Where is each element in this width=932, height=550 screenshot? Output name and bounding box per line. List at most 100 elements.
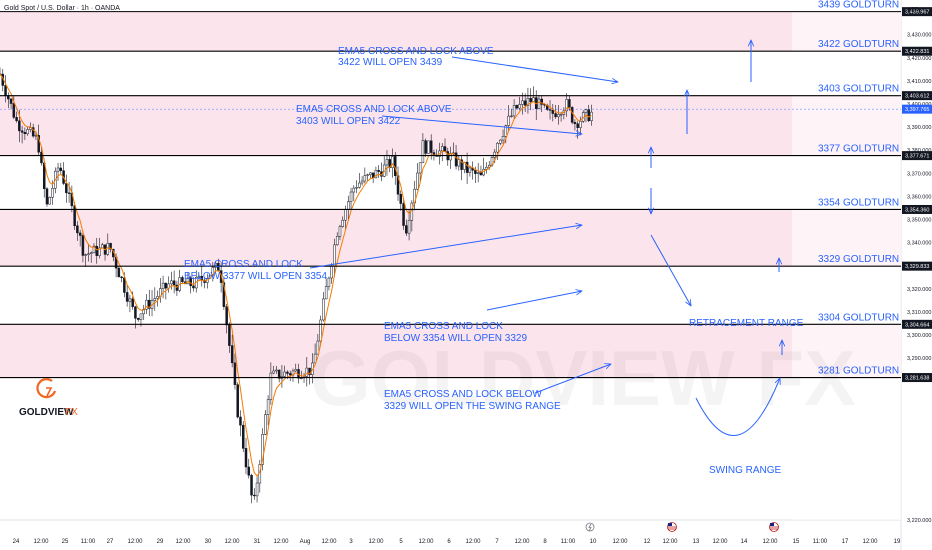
candle-body <box>554 113 557 118</box>
time-tick-label: 12:00 <box>175 539 191 545</box>
candles-layer <box>0 67 593 504</box>
candle-body <box>512 105 516 117</box>
candle-body <box>181 277 184 283</box>
time-tick-label: 25 <box>62 539 69 545</box>
candle-body <box>521 100 524 105</box>
candle-body <box>23 132 27 135</box>
candle-body <box>570 107 574 123</box>
candle-body <box>352 187 356 193</box>
candle-body <box>172 280 176 286</box>
candle-body <box>454 152 458 167</box>
candle-body <box>374 170 378 179</box>
candle-body <box>56 167 60 172</box>
future-area <box>792 0 901 520</box>
candle-body <box>81 235 85 256</box>
candle-body <box>416 172 419 190</box>
level-price-tag <box>902 261 932 271</box>
candle-body <box>319 319 322 342</box>
candle-body <box>407 220 411 234</box>
us-flag-icon[interactable] <box>769 522 779 532</box>
candle-body <box>250 475 253 496</box>
arrow-annotation-5 <box>534 364 611 394</box>
time-tick-label: 30 <box>205 539 212 545</box>
candle-body <box>565 99 568 112</box>
candle-body <box>316 340 320 355</box>
candle-body <box>164 282 168 289</box>
candle-body <box>333 244 336 267</box>
time-tick-label: 19 <box>894 539 901 545</box>
time-axis[interactable]: 24 12:00 25 11:00 27 12:00 29 12:00 30 12:00 31 12:… <box>13 539 901 545</box>
candle-body <box>156 296 159 299</box>
candle-body <box>89 252 93 254</box>
annotation-2-line-2: 3403 WILL OPEN 3422 <box>296 116 401 127</box>
level-price-tag-label: 3,439.967 <box>905 10 929 16</box>
annotation-4-line-1: EMA5 CROSS AND LOCK <box>384 321 503 332</box>
level-price-tag-label: 3,304.664 <box>905 322 929 328</box>
candle-body <box>338 226 342 237</box>
level-price-tag <box>902 46 932 56</box>
price-tick-label: 3,390.000 <box>907 125 931 131</box>
level-price-tag <box>902 204 932 214</box>
time-tick-label: 12:00 <box>662 539 678 545</box>
annotation-texts: EMA5 CROSS AND LOCK ABOVE 3422 WILL OPEN… <box>184 46 804 476</box>
candle-body <box>548 109 552 111</box>
event-icons[interactable] <box>585 522 779 532</box>
candle-body <box>584 109 588 113</box>
candle-body <box>479 172 483 176</box>
candle-body <box>429 140 433 153</box>
candle-body <box>496 143 499 153</box>
level-price-tag-label: 3,377.671 <box>905 154 929 160</box>
candle-body <box>283 371 286 377</box>
logo-text-accent: FX <box>65 407 78 418</box>
candle-body <box>551 109 555 114</box>
level-price-tag <box>902 319 932 329</box>
candle-body <box>322 298 325 321</box>
swing-curve-arrow <box>695 378 780 436</box>
candle-body <box>9 98 13 104</box>
candle-body <box>247 466 251 476</box>
candle-body <box>399 193 403 204</box>
annotation-4-line-2: BELOW 3354 WILL OPEN 3329 <box>384 333 527 344</box>
candle-body <box>557 114 560 118</box>
candle-body <box>587 109 590 121</box>
candle-body <box>95 245 98 256</box>
candle-body <box>76 225 79 234</box>
price-tick-label: 3,420.000 <box>907 56 931 62</box>
candle-body <box>131 298 134 307</box>
candle-body <box>377 170 380 172</box>
candle-body <box>347 201 350 210</box>
us-flag-icon[interactable] <box>667 522 677 532</box>
price-tick-label: 3,220.000 <box>907 518 931 524</box>
candle-body <box>358 182 361 188</box>
candle-body <box>67 192 71 194</box>
candle-body <box>109 243 112 250</box>
price-tick-label: 3,410.000 <box>907 79 931 85</box>
candle-body <box>501 136 505 141</box>
candle-body <box>468 167 472 173</box>
annotation-5-line-2: 3329 WILL OPEN THE SWING RANGE <box>384 401 561 412</box>
candle-body <box>493 151 497 158</box>
price-tick-label: 3,340.000 <box>907 241 931 247</box>
currency-label[interactable]: USD <box>907 7 919 13</box>
candle-body <box>139 313 143 320</box>
goldview-logo: GOLDVIEW FX <box>19 378 78 418</box>
current-price-label: 3,397.765 <box>905 107 929 113</box>
price-tick-label: 3,320.000 <box>907 287 931 293</box>
arrow-down-retracement <box>650 234 691 306</box>
time-tick-label: 29 <box>157 539 164 545</box>
flash-icon[interactable] <box>585 522 595 532</box>
candle-body <box>78 232 82 236</box>
time-tick-label: 10 <box>590 539 597 545</box>
candle-body <box>145 299 148 310</box>
time-tick-label: 13 <box>693 539 700 545</box>
candle-body <box>45 188 49 205</box>
level-price-tag-label: 3,422.831 <box>905 49 929 55</box>
candle-body <box>125 292 129 302</box>
annotation-2-line-1: EMA5 CROSS AND LOCK ABOVE <box>296 104 452 115</box>
candle-body <box>369 172 372 176</box>
level-price-tag <box>902 151 932 161</box>
time-tick-label: 12:00 <box>33 539 49 545</box>
candle-body <box>366 174 369 176</box>
price-tick-label: 3,350.000 <box>907 218 931 224</box>
time-tick-label: 12:00 <box>224 539 240 545</box>
